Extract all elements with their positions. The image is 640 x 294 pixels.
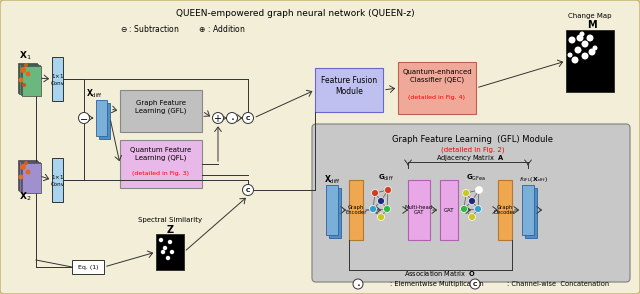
Bar [22, 66, 41, 96]
Text: Change Map: Change Map [568, 13, 612, 19]
Circle shape [371, 190, 378, 196]
Circle shape [579, 31, 584, 36]
Text: (detailed in Fig. 3): (detailed in Fig. 3) [132, 171, 189, 176]
Text: : Channel-wise  Concatenation: : Channel-wise Concatenation [507, 281, 609, 287]
Text: Eq. (1): Eq. (1) [77, 265, 99, 270]
Bar [52, 158, 63, 202]
Circle shape [572, 56, 579, 64]
Text: $\mathbf{G}_\mathrm{diff}$: $\mathbf{G}_\mathrm{diff}$ [378, 173, 394, 183]
Circle shape [24, 63, 28, 67]
Text: $\mathbf{Z}$: $\mathbf{Z}$ [166, 223, 174, 235]
Text: Graph
Decoder: Graph Decoder [494, 205, 516, 216]
Text: Association Matrix  $\mathbf{O}$: Association Matrix $\mathbf{O}$ [404, 270, 476, 278]
Text: $f_\mathrm{GFL}(\mathbf{X}_\mathrm{diff})$: $f_\mathrm{GFL}(\mathbf{X}_\mathrm{diff}… [520, 176, 548, 185]
Bar [566, 30, 614, 92]
Text: Graph Feature
Learning (GFL): Graph Feature Learning (GFL) [135, 100, 187, 114]
Circle shape [468, 213, 476, 220]
Bar [19, 64, 38, 94]
Circle shape [369, 206, 376, 213]
Bar [398, 62, 476, 114]
Circle shape [212, 113, 223, 123]
Text: : Elementwise Multiplication: : Elementwise Multiplication [390, 281, 484, 287]
Circle shape [385, 186, 392, 193]
Circle shape [474, 206, 481, 213]
Circle shape [159, 238, 163, 242]
Text: $\mathbf{X}_\mathrm{diff}$: $\mathbf{X}_\mathrm{diff}$ [324, 174, 340, 186]
Bar [525, 188, 537, 238]
Bar [120, 90, 202, 132]
Circle shape [378, 213, 385, 220]
Circle shape [577, 34, 584, 41]
Text: C: C [473, 281, 477, 286]
Text: Quantum-enhanced
Classifier (QEC): Quantum-enhanced Classifier (QEC) [402, 69, 472, 83]
Text: $-$: $-$ [79, 113, 88, 123]
Circle shape [582, 41, 589, 48]
Text: $+$: $+$ [214, 113, 223, 124]
Text: $\mathbf{X}_1$: $\mathbf{X}_1$ [19, 50, 31, 62]
Text: $\cdot$: $\cdot$ [230, 111, 234, 124]
Circle shape [589, 49, 595, 56]
Bar [156, 234, 184, 270]
Text: Graph Feature Learning  (GFL) Module: Graph Feature Learning (GFL) Module [392, 136, 554, 144]
Circle shape [243, 185, 253, 196]
Text: $\mathbf{X}_2$: $\mathbf{X}_2$ [19, 191, 31, 203]
Circle shape [170, 250, 174, 254]
Bar [17, 160, 36, 190]
Circle shape [353, 279, 363, 289]
Bar [349, 180, 363, 240]
Circle shape [168, 240, 172, 244]
Text: $\ominus$ : Subtraction: $\ominus$ : Subtraction [120, 23, 180, 34]
FancyBboxPatch shape [312, 124, 630, 282]
Text: $\mathbf{G}_\mathrm{GFea}$: $\mathbf{G}_\mathrm{GFea}$ [466, 173, 486, 183]
Text: (detailed in Fig. 2): (detailed in Fig. 2) [441, 147, 505, 153]
Circle shape [79, 113, 90, 123]
Circle shape [26, 71, 31, 76]
Circle shape [243, 113, 253, 123]
Bar [498, 180, 512, 240]
Circle shape [20, 67, 26, 73]
Bar [99, 103, 110, 139]
Text: GAT: GAT [444, 208, 454, 213]
Bar [22, 163, 41, 193]
Circle shape [476, 186, 483, 193]
Bar [52, 57, 63, 101]
Circle shape [24, 161, 28, 165]
Circle shape [586, 34, 593, 41]
Bar [440, 180, 458, 240]
Bar [96, 100, 107, 136]
Circle shape [463, 190, 470, 196]
Circle shape [166, 256, 170, 260]
Bar [17, 63, 36, 93]
Circle shape [383, 206, 390, 213]
Circle shape [26, 170, 31, 175]
Circle shape [163, 246, 167, 250]
Text: $\mathbf{X}_\mathrm{diff}$: $\mathbf{X}_\mathrm{diff}$ [86, 88, 102, 100]
Circle shape [582, 53, 589, 59]
Text: (detailed in Fig. 4): (detailed in Fig. 4) [408, 94, 465, 99]
Text: C: C [246, 116, 250, 121]
Text: C: C [246, 188, 250, 193]
Circle shape [20, 164, 26, 170]
Circle shape [568, 53, 573, 58]
Circle shape [568, 36, 575, 44]
Bar [522, 185, 534, 235]
Text: $1{\times}1$
Conv: $1{\times}1$ Conv [51, 72, 65, 86]
Circle shape [227, 113, 237, 123]
Bar [329, 188, 341, 238]
Circle shape [575, 46, 582, 54]
Text: Graph
Encoder: Graph Encoder [345, 205, 367, 216]
Bar [408, 180, 430, 240]
Text: Spectral Similarity: Spectral Similarity [138, 217, 202, 223]
Bar [120, 140, 202, 188]
Bar [19, 161, 38, 191]
Bar [20, 162, 40, 192]
Circle shape [468, 198, 476, 205]
Circle shape [161, 250, 165, 254]
Circle shape [19, 78, 24, 83]
Circle shape [593, 46, 598, 51]
Bar [315, 68, 383, 112]
Text: Feature Fusion
Module: Feature Fusion Module [321, 76, 377, 96]
Text: Multi-head
GAT: Multi-head GAT [405, 205, 433, 216]
Circle shape [470, 279, 480, 289]
